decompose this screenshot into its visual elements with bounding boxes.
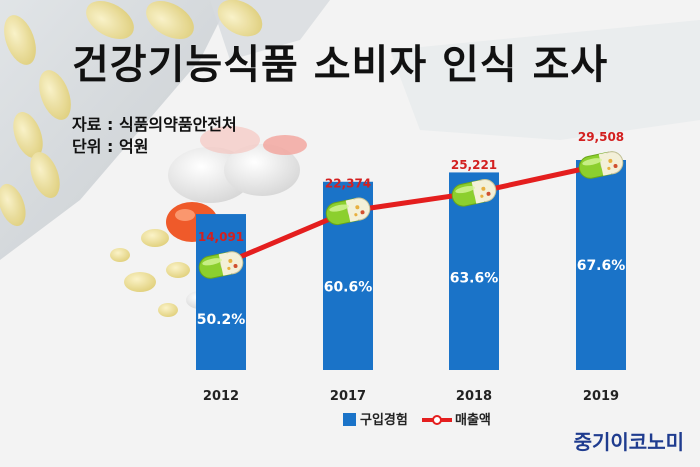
sales-label-2012: 14,091 xyxy=(198,230,244,244)
sales-line xyxy=(220,162,602,268)
bar-2018 xyxy=(449,172,499,370)
unit-note: 단위 : 억원 xyxy=(72,137,149,156)
bar-label-2017: 60.6% xyxy=(324,280,373,296)
x-tick-2012: 2012 xyxy=(203,389,239,404)
x-tick-2017: 2017 xyxy=(330,389,366,404)
bar-label-2012: 50.2% xyxy=(197,312,246,328)
bar-2019 xyxy=(576,160,626,370)
capsule-marker-2012 xyxy=(198,251,244,279)
legend-swatch-bar xyxy=(343,413,356,426)
source-note: 자료 : 식품의약품안전처 xyxy=(72,115,237,134)
bar-2012 xyxy=(196,214,246,370)
legend-label-bar: 구입경험 xyxy=(360,412,408,428)
page-title: 건강기능식품 소비자 인식 조사 xyxy=(72,42,609,88)
bar-label-2018: 63.6% xyxy=(450,270,499,286)
capsule-marker-2018 xyxy=(451,179,497,207)
capsule-marker-2019 xyxy=(578,151,624,179)
sales-label-2019: 29,508 xyxy=(578,130,624,144)
bar-label-2019: 67.6% xyxy=(577,258,626,274)
capsule-marker-2017 xyxy=(325,197,371,226)
sales-label-2018: 25,221 xyxy=(451,158,497,172)
x-tick-2018: 2018 xyxy=(456,389,492,404)
brand-logo: 중기이코노미 xyxy=(573,430,684,454)
sales-label-2017: 22,374 xyxy=(325,176,371,190)
legend-label-line: 매출액 xyxy=(455,412,491,428)
legend-swatch-marker xyxy=(432,415,442,425)
x-tick-2019: 2019 xyxy=(583,389,619,404)
